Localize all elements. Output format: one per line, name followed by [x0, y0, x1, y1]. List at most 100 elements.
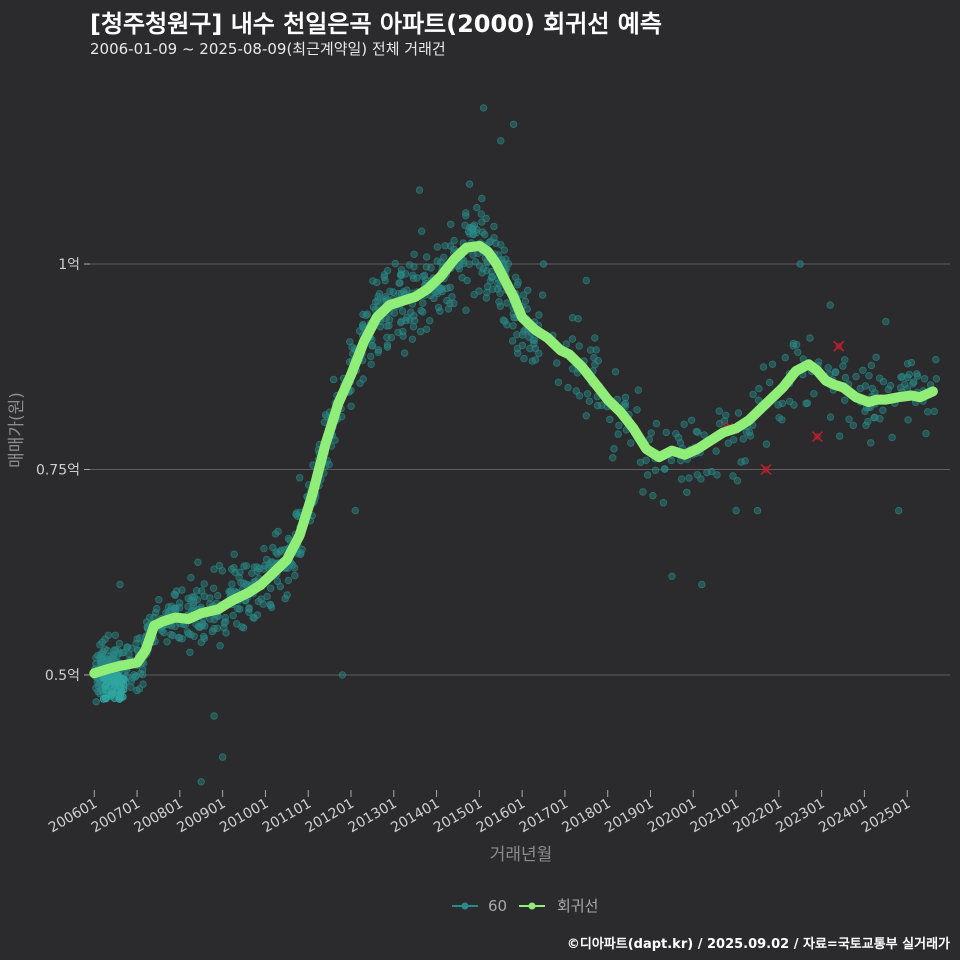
- scatter-point: [639, 488, 647, 496]
- scatter-point: [271, 530, 280, 538]
- scatter-point: [281, 594, 289, 603]
- scatter-point: [932, 375, 941, 383]
- scatter-point: [865, 372, 873, 380]
- scatter-point: [667, 456, 676, 465]
- scatter-point: [410, 316, 419, 325]
- scatter-point: [483, 288, 491, 297]
- scatter-point: [496, 302, 505, 310]
- scatter-point: [93, 678, 101, 687]
- scatter-point: [729, 472, 737, 480]
- scatter-point: [698, 580, 706, 589]
- scatter-point: [385, 322, 393, 330]
- scatter-point: [697, 475, 705, 483]
- scatter-point: [190, 593, 198, 601]
- scatter-point: [469, 225, 477, 233]
- scatter-point: [680, 420, 688, 428]
- scatter-point: [574, 315, 582, 323]
- scatter-point: [347, 402, 355, 410]
- scatter-point: [503, 321, 511, 329]
- scatter-point: [107, 692, 115, 700]
- scatter-point: [138, 666, 147, 674]
- scatter-point: [739, 435, 747, 443]
- scatter-point: [113, 646, 121, 654]
- scatter-point: [930, 407, 938, 416]
- scatter-point: [768, 360, 777, 368]
- scatter-point: [114, 671, 122, 680]
- scatter-point: [290, 564, 299, 572]
- scatter-point: [633, 406, 641, 414]
- cancelled-point: [811, 431, 823, 443]
- scatter-point: [382, 293, 390, 301]
- y-tick-label: 1억: [58, 257, 80, 273]
- scatter-point: [609, 454, 617, 462]
- scatter-point: [896, 384, 905, 392]
- scatter-point: [685, 474, 693, 482]
- scatter-point: [494, 285, 502, 293]
- chart-subtitle: 2006-01-09 ~ 2025-08-09(최근계약일) 전체 거래건: [90, 40, 446, 58]
- scatter-point: [374, 348, 382, 356]
- scatter-point: [462, 306, 470, 314]
- scatter-point: [132, 672, 140, 680]
- scatter-point: [497, 136, 505, 145]
- legend-swatch-regression-dot: [528, 902, 536, 910]
- scatter-point: [415, 186, 424, 194]
- legend-swatch-60-dot: [461, 902, 469, 910]
- scatter-point: [528, 357, 536, 365]
- x-tick-label: 202501: [859, 796, 913, 837]
- scatter-point: [479, 265, 487, 273]
- scatter-point: [273, 577, 282, 585]
- scatter-point: [248, 569, 256, 577]
- scatter-point: [135, 685, 144, 693]
- cancelled-marks: [721, 340, 845, 476]
- scatter-point: [781, 353, 789, 362]
- scatter-point: [115, 639, 124, 648]
- scatter-point: [712, 447, 720, 455]
- scatter-point: [387, 333, 396, 342]
- scatter-point: [99, 695, 108, 703]
- scatter-point: [381, 276, 389, 285]
- scatter-point: [188, 593, 196, 601]
- scatter-point: [575, 342, 583, 350]
- scatter-point: [672, 430, 680, 438]
- scatter-point: [526, 344, 534, 353]
- scatter-point: [592, 346, 600, 354]
- scatter-point: [753, 506, 762, 515]
- scatter-point: [677, 475, 686, 483]
- scatter-point: [267, 584, 275, 592]
- scatter-point: [568, 365, 577, 373]
- scatter-point: [610, 445, 618, 453]
- scatter-point: [198, 621, 207, 629]
- scatter-point: [107, 675, 115, 683]
- scatter-point: [405, 261, 414, 269]
- scatter-point: [441, 242, 449, 250]
- scatter-point: [732, 506, 740, 515]
- scatter-point: [754, 396, 763, 404]
- scatter-point: [351, 506, 359, 515]
- scatter-point: [273, 550, 282, 558]
- scatter-point: [450, 245, 458, 253]
- y-tick-label: 0.75억: [36, 462, 80, 478]
- scatter-point: [269, 543, 277, 552]
- scatter-point: [422, 263, 431, 271]
- scatter-point: [692, 427, 701, 436]
- scatter-point: [240, 579, 248, 587]
- scatter-point: [886, 381, 895, 390]
- scatter-point: [486, 277, 495, 285]
- scatter-point: [562, 340, 570, 348]
- scatter-point: [636, 458, 645, 466]
- scatter-point: [408, 335, 417, 343]
- scatter-point: [242, 562, 251, 570]
- scatter-point: [234, 605, 242, 613]
- scatter-point: [662, 428, 670, 437]
- scatter-point: [267, 601, 275, 610]
- scatter-point: [403, 313, 411, 321]
- scatter-point: [463, 276, 471, 285]
- scatter-point: [778, 416, 786, 424]
- y-tick-label: 0.5억: [45, 668, 80, 684]
- scatter-point: [383, 343, 392, 351]
- scatter-point: [127, 644, 135, 652]
- scatter-point: [531, 344, 540, 353]
- scatter-point: [389, 288, 397, 296]
- scatter-point: [186, 648, 194, 656]
